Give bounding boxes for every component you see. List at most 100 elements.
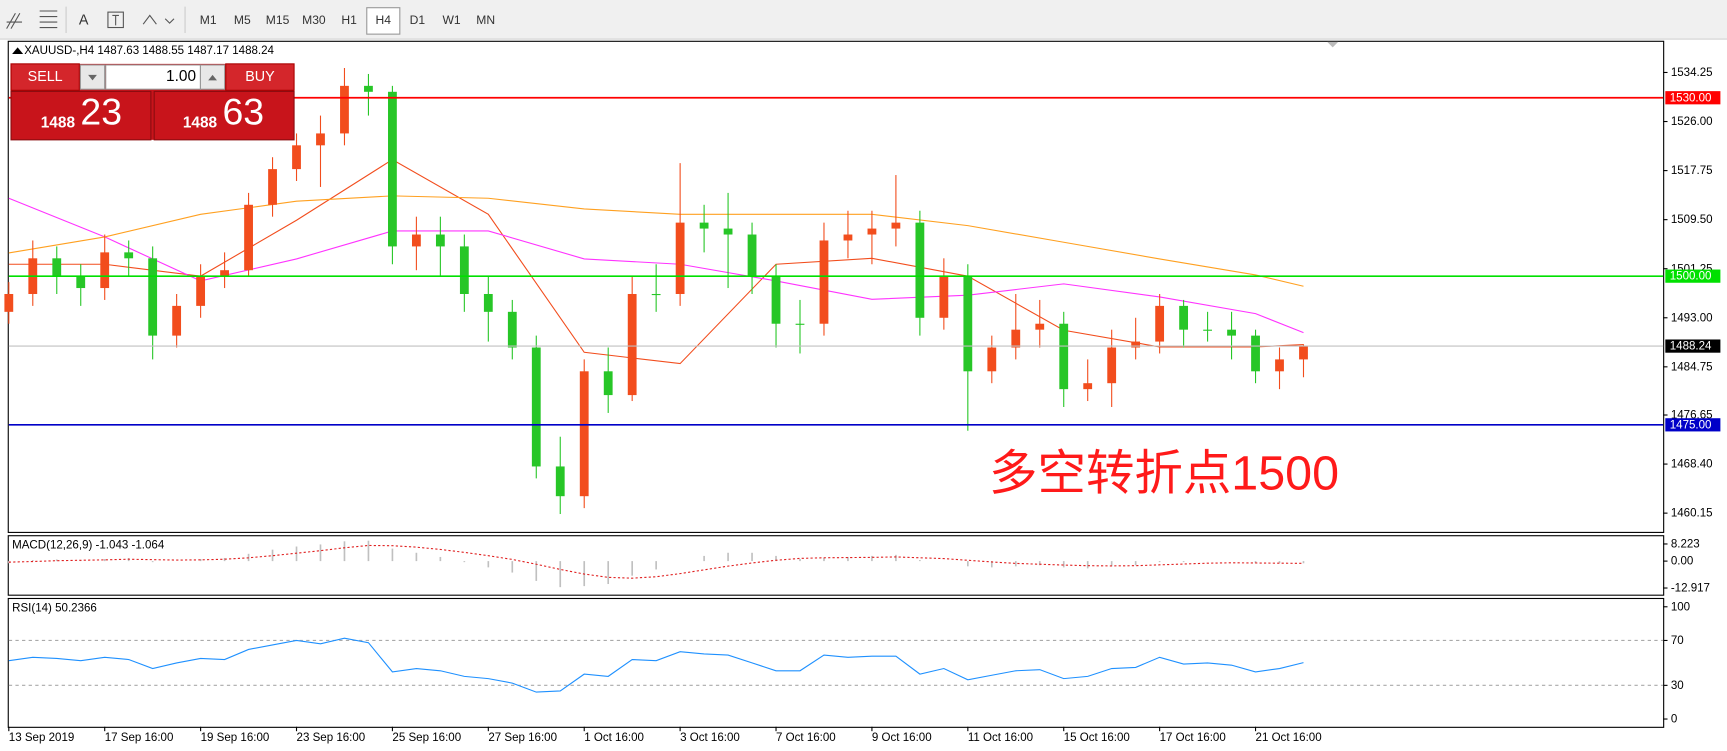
buy-label: BUY — [245, 69, 275, 85]
bid-big: 1488 — [41, 114, 76, 131]
y-tick-label: -12.917 — [1671, 583, 1710, 595]
rsi-line — [8, 637, 1304, 693]
timeframe-button[interactable]: W1 — [442, 13, 460, 27]
candle-body — [579, 371, 589, 497]
sell-button[interactable] — [10, 63, 80, 91]
candle-body — [1059, 323, 1069, 390]
icon-text[interactable] — [107, 11, 124, 29]
lot-input[interactable] — [105, 64, 202, 90]
y-tick-label: 1501.25 — [1671, 263, 1713, 275]
candle-body — [939, 276, 949, 318]
y-tick-label: 8.223 — [1671, 539, 1700, 551]
timeframe-button[interactable]: D1 — [410, 13, 426, 27]
panel-title: RSI(14) 50.2366 — [12, 602, 97, 614]
price-tag-label: 1500.00 — [1670, 271, 1712, 283]
sell-label: SELL — [28, 69, 63, 85]
candle-body — [795, 323, 805, 325]
candle-body — [124, 252, 134, 259]
timeframe-button[interactable]: MN — [476, 13, 495, 27]
candle-body — [172, 305, 182, 336]
x-tick-label: 9 Oct 16:00 — [872, 732, 932, 744]
panel-title: MACD(12,26,9) -1.043 -1.064 — [12, 540, 165, 552]
candle-body — [507, 311, 517, 348]
price-tag-label: 1488.24 — [1670, 341, 1712, 353]
timeframe-active — [366, 7, 401, 35]
candle-body — [1275, 359, 1284, 372]
y-tick-label: 0 — [1671, 714, 1677, 726]
icon-arrows[interactable] — [142, 14, 175, 25]
tool-text[interactable]: A — [79, 13, 89, 29]
icon-grid[interactable] — [39, 10, 58, 29]
candle-body — [148, 258, 158, 336]
lot-down-arrow — [88, 74, 97, 81]
candle-body — [1107, 347, 1117, 384]
rsi-panel — [7, 597, 1665, 728]
price-tag — [1665, 269, 1721, 283]
candle-body — [723, 228, 733, 235]
candle-body — [459, 246, 469, 294]
y-tick-label: 1468.40 — [1671, 459, 1713, 471]
x-tick-label: 1 Oct 16:00 — [584, 732, 644, 744]
timeframe-button[interactable]: M15 — [266, 13, 290, 27]
price-tag-label: 1475.00 — [1670, 419, 1712, 431]
timeframe-button[interactable]: M30 — [302, 13, 326, 27]
timeframe-button[interactable]: H4 — [376, 13, 392, 27]
bid-box[interactable] — [10, 90, 152, 141]
panel-title: XAUUSD-,H4 1487.63 1488.55 1487.17 1488.… — [24, 45, 274, 57]
candle-body — [1203, 329, 1212, 331]
candle-body — [316, 133, 325, 146]
y-tick-label: 1509.50 — [1671, 214, 1713, 226]
candle-body — [747, 234, 757, 277]
ask-box[interactable] — [153, 90, 295, 141]
x-tick-label: 23 Sep 16:00 — [297, 732, 366, 744]
candle-body — [987, 347, 997, 372]
candle-body — [1011, 329, 1021, 348]
candle-body — [4, 293, 14, 312]
x-tick-label: 11 Oct 16:00 — [968, 732, 1033, 744]
lot-up-arrow — [208, 74, 217, 81]
candle-body — [1179, 305, 1189, 330]
x-tick-label: 19 Sep 16:00 — [201, 732, 270, 744]
x-tick-label: 17 Oct 16:00 — [1160, 732, 1226, 744]
candle-body — [1083, 383, 1093, 390]
icon-text-t — [112, 14, 119, 26]
timeframe-button[interactable]: H1 — [341, 13, 357, 27]
x-tick-label: 17 Sep 16:00 — [105, 732, 174, 744]
y-tick-label: 1476.65 — [1671, 410, 1713, 422]
lot-value: 1.00 — [166, 68, 196, 85]
ask-small: 63 — [222, 90, 264, 132]
timeframe-button[interactable]: M5 — [234, 13, 251, 27]
x-tick-label: 3 Oct 16:00 — [680, 732, 740, 744]
candle-body — [603, 371, 613, 396]
y-tick-label: 30 — [1671, 680, 1684, 692]
icon-fibonacci[interactable] — [6, 12, 23, 29]
price-tag — [1665, 91, 1721, 105]
macd-panel — [7, 535, 1665, 596]
candle-body — [891, 222, 901, 229]
toolbar — [0, 0, 1727, 40]
candle-body — [244, 204, 253, 271]
candle-body — [915, 222, 925, 318]
moving-average — [8, 158, 1304, 365]
candle-body — [531, 347, 541, 467]
candle-body — [483, 293, 493, 312]
candle-body — [435, 234, 445, 247]
price-tag — [1665, 418, 1721, 432]
x-tick-label: 7 Oct 16:00 — [776, 732, 836, 744]
bid-small: 23 — [80, 90, 122, 132]
candle-body — [220, 270, 229, 277]
candle-body — [699, 222, 709, 229]
price-tag-label: 1530.00 — [1670, 92, 1712, 104]
candle-body — [963, 276, 973, 372]
candle-body — [1251, 335, 1260, 372]
y-tick-label: 100 — [1671, 601, 1690, 613]
timeframe-button[interactable]: M1 — [200, 13, 217, 27]
candle-body — [867, 228, 877, 235]
buy-button[interactable] — [225, 63, 295, 91]
x-tick-label: 15 Oct 16:00 — [1064, 732, 1130, 744]
candle-body — [340, 85, 349, 134]
x-tick-label: 25 Sep 16:00 — [392, 732, 461, 744]
y-tick-label: 70 — [1671, 635, 1684, 647]
candle-body — [555, 466, 565, 497]
